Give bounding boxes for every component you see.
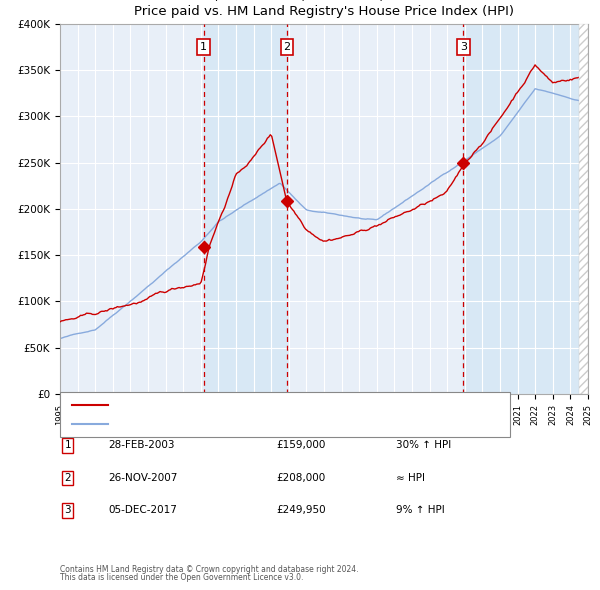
Text: 1: 1 <box>64 441 71 450</box>
Text: 26-NOV-2007: 26-NOV-2007 <box>108 473 178 483</box>
Text: 2: 2 <box>64 473 71 483</box>
Bar <box>463 24 588 394</box>
Text: Contains HM Land Registry data © Crown copyright and database right 2024.: Contains HM Land Registry data © Crown c… <box>60 565 359 575</box>
Bar <box>203 24 287 394</box>
Text: 05-DEC-2017: 05-DEC-2017 <box>108 506 177 515</box>
Text: HPI: Average price, detached house, Conwy: HPI: Average price, detached house, Conw… <box>114 419 342 429</box>
Text: 30% ↑ HPI: 30% ↑ HPI <box>396 441 451 450</box>
Text: 2: 2 <box>283 42 290 52</box>
Text: This data is licensed under the Open Government Licence v3.0.: This data is licensed under the Open Gov… <box>60 572 304 582</box>
Text: 3: 3 <box>64 506 71 515</box>
Text: £249,950: £249,950 <box>276 506 326 515</box>
Text: 1: 1 <box>200 42 207 52</box>
Title: 26, LON DIRION, ABERGELE, LL22 8PX
Price paid vs. HM Land Registry's House Price: 26, LON DIRION, ABERGELE, LL22 8PX Price… <box>134 0 514 18</box>
Text: 26, LON DIRION, ABERGELE, LL22 8PX (detached house): 26, LON DIRION, ABERGELE, LL22 8PX (deta… <box>114 400 407 409</box>
Text: 9% ↑ HPI: 9% ↑ HPI <box>396 506 445 515</box>
Text: £208,000: £208,000 <box>276 473 325 483</box>
Text: 3: 3 <box>460 42 467 52</box>
Text: £159,000: £159,000 <box>276 441 325 450</box>
Text: 28-FEB-2003: 28-FEB-2003 <box>108 441 175 450</box>
Text: ≈ HPI: ≈ HPI <box>396 473 425 483</box>
